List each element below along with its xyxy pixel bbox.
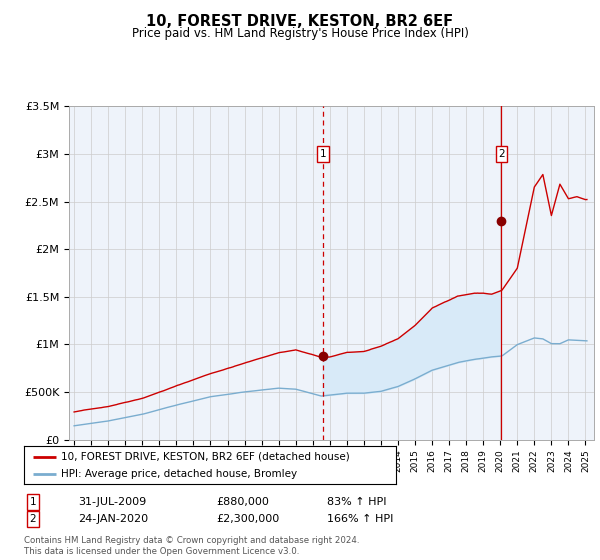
Text: 10, FOREST DRIVE, KESTON, BR2 6EF: 10, FOREST DRIVE, KESTON, BR2 6EF <box>146 14 454 29</box>
Text: HPI: Average price, detached house, Bromley: HPI: Average price, detached house, Brom… <box>61 469 298 479</box>
Text: 1: 1 <box>29 497 37 507</box>
Text: 10, FOREST DRIVE, KESTON, BR2 6EF (detached house): 10, FOREST DRIVE, KESTON, BR2 6EF (detac… <box>61 451 350 461</box>
Text: 83% ↑ HPI: 83% ↑ HPI <box>327 497 386 507</box>
Text: 31-JUL-2009: 31-JUL-2009 <box>78 497 146 507</box>
Text: Contains HM Land Registry data © Crown copyright and database right 2024.
This d: Contains HM Land Registry data © Crown c… <box>24 536 359 556</box>
Text: 1: 1 <box>319 149 326 159</box>
Text: 2: 2 <box>498 149 505 159</box>
Text: Price paid vs. HM Land Registry's House Price Index (HPI): Price paid vs. HM Land Registry's House … <box>131 27 469 40</box>
Text: £880,000: £880,000 <box>216 497 269 507</box>
Text: 2: 2 <box>29 514 37 524</box>
Text: 24-JAN-2020: 24-JAN-2020 <box>78 514 148 524</box>
Text: £2,300,000: £2,300,000 <box>216 514 279 524</box>
Text: 166% ↑ HPI: 166% ↑ HPI <box>327 514 394 524</box>
